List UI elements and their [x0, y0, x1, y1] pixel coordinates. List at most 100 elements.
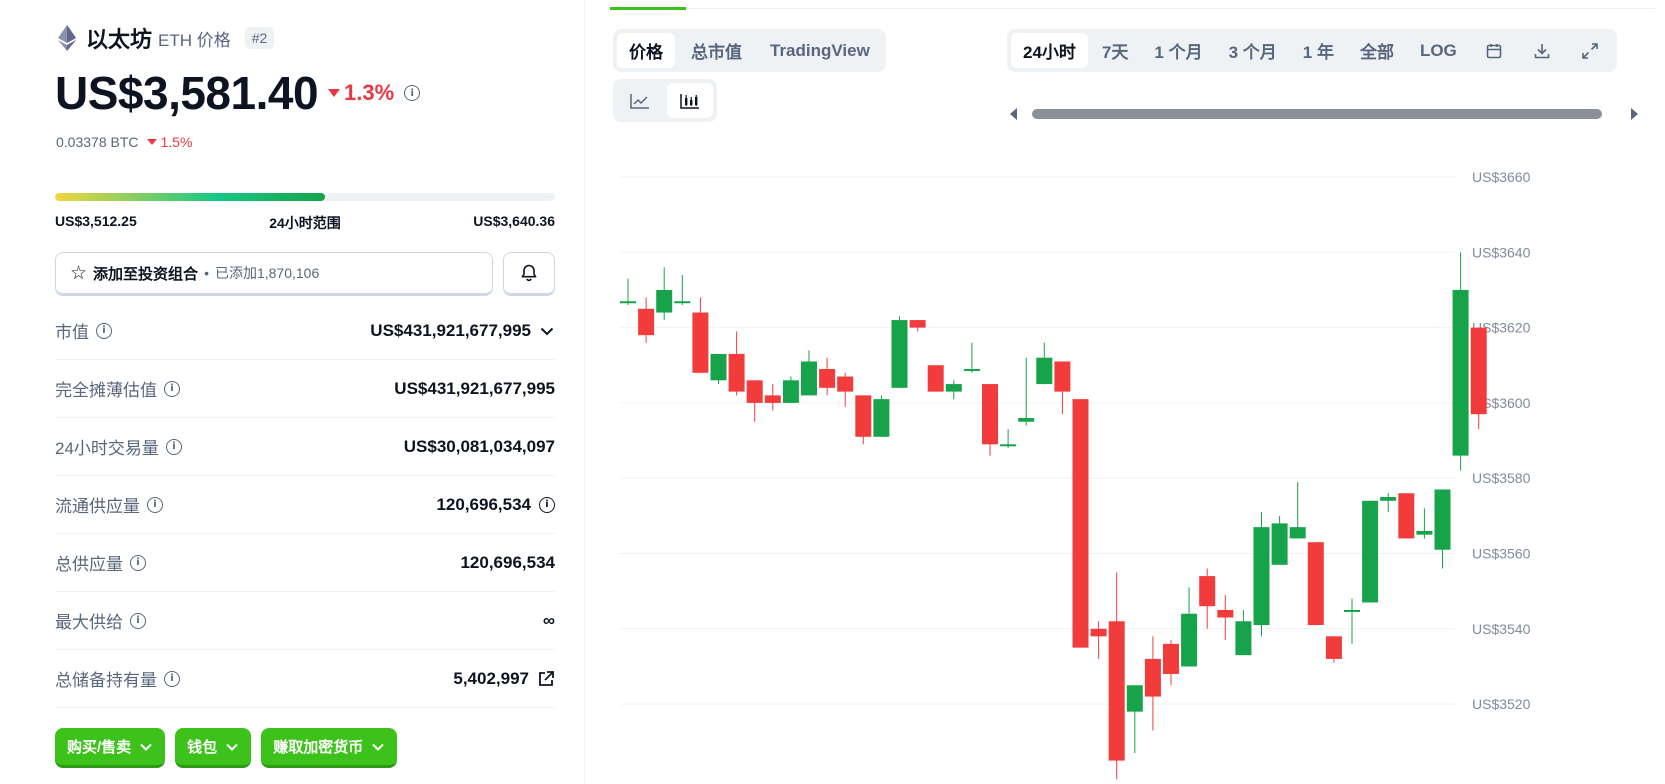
candle[interactable] — [1072, 399, 1089, 648]
candle[interactable] — [1380, 493, 1397, 513]
candle[interactable] — [638, 297, 655, 343]
candle[interactable] — [1325, 636, 1342, 663]
fullscreen-button[interactable] — [1567, 33, 1613, 68]
price-candlestick-chart[interactable]: US$3660US$3640US$3620US$3600US$3580US$35… — [610, 150, 1655, 784]
time-range-6[interactable]: LOG — [1419, 40, 1457, 60]
candle[interactable] — [982, 384, 998, 456]
stat-value-text: US$30,081,034,097 — [403, 436, 555, 456]
wallet-button[interactable]: 钱包 — [175, 728, 252, 768]
candle-body — [746, 380, 763, 403]
candle[interactable] — [837, 372, 854, 407]
candle[interactable] — [1398, 493, 1415, 539]
scroll-right-arrow-icon[interactable] — [1631, 108, 1638, 120]
candle[interactable] — [1235, 609, 1252, 656]
candle[interactable] — [746, 380, 763, 422]
active-section-indicator — [610, 7, 686, 10]
candle[interactable] — [1181, 587, 1198, 667]
info-icon[interactable]: i — [404, 85, 421, 101]
candle[interactable] — [656, 267, 673, 321]
candle[interactable] — [1362, 500, 1379, 603]
add-to-portfolio-button[interactable]: ☆ 添加至投资组合 • 已添加1,870,106 — [55, 252, 493, 296]
time-range-4[interactable]: 1 年 — [1302, 43, 1334, 62]
candle[interactable] — [728, 331, 745, 396]
candle-body — [1253, 527, 1270, 626]
candle[interactable] — [1217, 594, 1234, 641]
candle[interactable] — [1307, 542, 1324, 626]
buy-sell-button[interactable]: 购买/售卖 — [55, 728, 166, 768]
info-icon[interactable]: i — [539, 496, 555, 513]
scrollbar-thumb[interactable] — [1032, 109, 1602, 119]
candle[interactable] — [945, 380, 962, 400]
line-chart-button[interactable] — [617, 83, 663, 118]
candle[interactable] — [1126, 685, 1143, 754]
candle-body — [1072, 399, 1089, 648]
time-range-5[interactable]: 全部 — [1359, 43, 1394, 62]
candle-body — [1325, 636, 1342, 659]
candle[interactable] — [1452, 252, 1469, 471]
scroll-left-arrow-icon[interactable] — [1010, 108, 1017, 120]
stat-value-text: 5,402,997 — [453, 668, 529, 688]
price-change: 1.3% — [328, 80, 394, 106]
time-range-2[interactable]: 1 个月 — [1154, 43, 1203, 62]
tab-tradingview[interactable]: TradingView — [770, 40, 870, 60]
candle-body — [620, 301, 636, 304]
info-icon[interactable]: i — [164, 380, 180, 397]
candle[interactable] — [782, 376, 799, 403]
candle[interactable] — [927, 365, 944, 392]
tab-price[interactable]: 价格 — [617, 33, 675, 68]
tab-market-cap[interactable]: 总市值 — [691, 43, 742, 62]
chevron-down-icon — [372, 743, 384, 751]
candle[interactable] — [855, 395, 872, 445]
chevron-down-icon[interactable] — [539, 323, 555, 339]
chart-scrollbar[interactable] — [1010, 104, 1638, 122]
info-icon[interactable]: i — [165, 438, 182, 455]
candle[interactable] — [873, 395, 890, 437]
candle[interactable] — [1416, 508, 1433, 539]
time-range-1[interactable]: 7天 — [1101, 43, 1129, 62]
candlestick-chart-button[interactable] — [667, 83, 713, 118]
candle[interactable] — [1144, 636, 1161, 731]
external-link-icon[interactable] — [537, 670, 555, 688]
candle-body — [1090, 628, 1107, 637]
candle[interactable] — [1018, 357, 1035, 426]
candle[interactable] — [1090, 621, 1107, 659]
candle[interactable] — [801, 350, 817, 396]
candle[interactable] — [1271, 515, 1288, 565]
candle-body — [710, 353, 727, 381]
candle[interactable] — [819, 357, 836, 396]
candle[interactable] — [674, 274, 691, 306]
candle[interactable] — [1344, 598, 1360, 644]
candle[interactable] — [909, 320, 926, 332]
info-icon[interactable]: i — [164, 670, 180, 687]
candle[interactable] — [1108, 572, 1125, 780]
candle[interactable] — [1000, 429, 1017, 449]
price-alert-button[interactable] — [503, 252, 555, 296]
candle[interactable] — [1253, 512, 1270, 637]
candle[interactable] — [1163, 640, 1179, 686]
candle[interactable] — [1289, 481, 1306, 539]
candle[interactable] — [764, 384, 781, 411]
earn-crypto-button[interactable]: 赚取加密货币 — [261, 728, 398, 768]
info-icon[interactable]: i — [147, 496, 163, 513]
candle[interactable] — [1199, 568, 1216, 629]
candle[interactable] — [710, 353, 727, 385]
calendar-button[interactable] — [1471, 33, 1517, 68]
candle[interactable] — [620, 278, 636, 306]
time-range-3[interactable]: 3 个月 — [1228, 43, 1277, 62]
candle[interactable] — [692, 297, 709, 373]
fullscreen-icon — [1581, 42, 1598, 59]
candle-body — [728, 353, 745, 392]
time-range-0[interactable]: 24小时 — [1011, 33, 1088, 68]
candle[interactable] — [1470, 327, 1487, 430]
candle-body — [674, 301, 691, 304]
candle[interactable] — [1036, 342, 1053, 385]
candle[interactable] — [1434, 489, 1451, 569]
info-icon[interactable]: i — [130, 612, 146, 629]
info-icon[interactable]: i — [96, 322, 112, 339]
download-button[interactable] — [1519, 33, 1565, 68]
candle[interactable] — [891, 316, 908, 388]
y-tick-label: US$3640 — [1472, 244, 1531, 260]
candle[interactable] — [963, 342, 980, 373]
info-icon[interactable]: i — [130, 554, 146, 571]
candle[interactable] — [1054, 361, 1071, 415]
